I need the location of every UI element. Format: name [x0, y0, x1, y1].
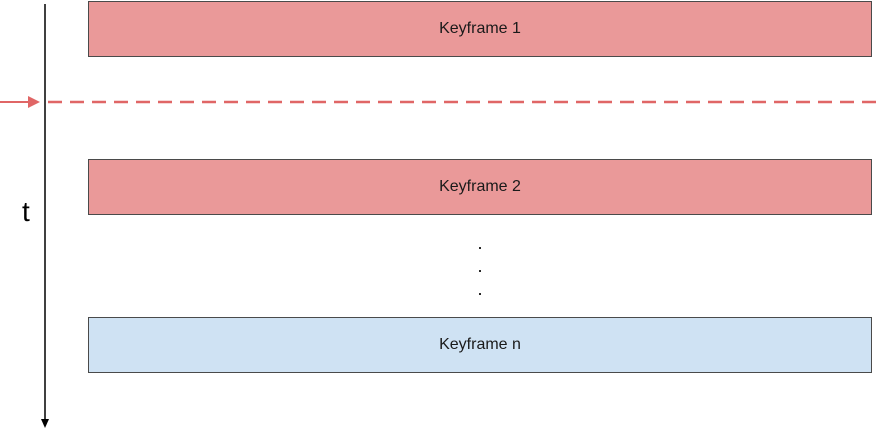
ellipsis-dot: .	[477, 279, 483, 299]
playhead-arrow-icon	[28, 96, 40, 108]
ellipsis-dot: .	[477, 233, 483, 253]
keyframe-1-box: Keyframe 1	[88, 1, 872, 57]
keyframe-2-label: Keyframe 2	[439, 178, 521, 195]
keyframe-2-box: Keyframe 2	[88, 159, 872, 215]
time-axis-arrowhead	[41, 419, 49, 428]
keyframe-n-label: Keyframe n	[439, 336, 521, 353]
time-axis-label: t	[22, 196, 30, 227]
ellipsis-dot: .	[477, 256, 483, 276]
ellipsis-vertical: . . .	[470, 232, 490, 301]
keyframe-1-label: Keyframe 1	[439, 20, 521, 37]
keyframe-n-box: Keyframe n	[88, 317, 872, 373]
